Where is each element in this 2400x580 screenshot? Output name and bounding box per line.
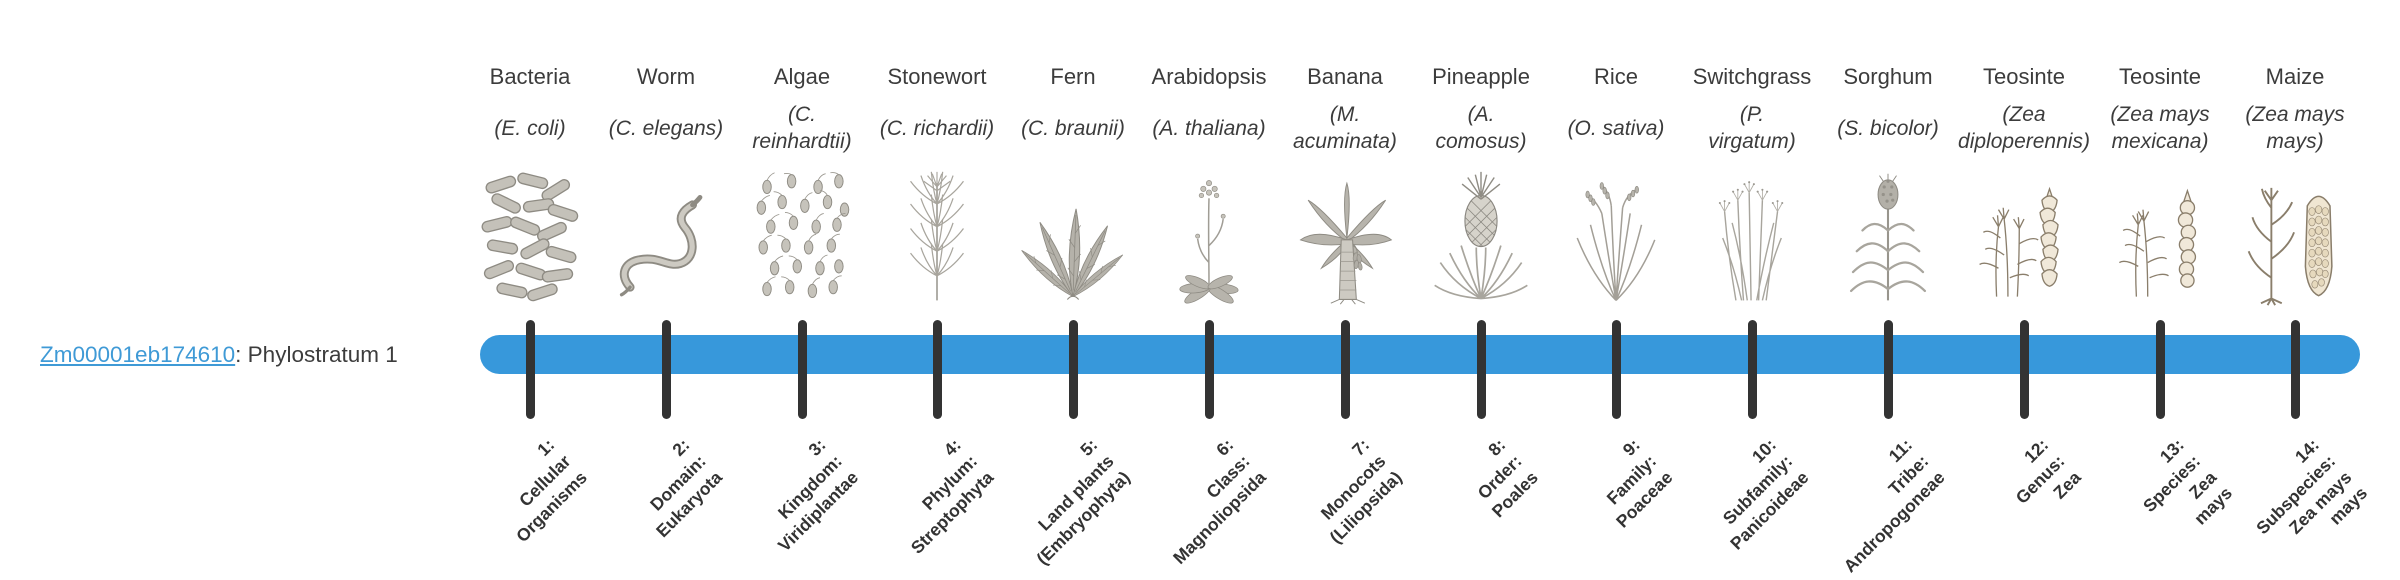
column-banana: Banana (M. acuminata) — [1277, 0, 1413, 580]
organism-common-name: Worm — [636, 64, 696, 89]
stratum-label: 14: Subspecies: Zea mays mays — [2251, 434, 2372, 538]
stratum-label: 1: Cellular Organisms — [511, 434, 591, 546]
timeline-tick — [2019, 320, 2029, 419]
stonewort-icon — [909, 171, 965, 301]
timeline-tick — [1204, 320, 1214, 419]
timeline-tick — [1747, 320, 1757, 419]
stratum-label: 4: Phylum: Streptophyta — [906, 434, 998, 558]
worm-icon — [619, 194, 703, 297]
column-sorghum: Sorghum (S. bicolor) 11: Tribe: Andropog… — [1820, 0, 1956, 580]
organism-scientific-name: (C. reinhardtii) — [752, 103, 852, 153]
switchgrass-icon — [1718, 181, 1784, 301]
stratum-label: 13: Species: Zea mays — [2138, 434, 2237, 529]
organism-scientific-name: (A. thaliana) — [1152, 116, 1266, 140]
stratum-label: 8: Order: Poales — [1472, 434, 1542, 521]
organism-scientific-name: (M. acuminata) — [1293, 103, 1397, 153]
banana-icon — [1299, 181, 1393, 305]
stratum-label: 2: Domain: Eukaryota — [646, 434, 727, 541]
organism-scientific-name: (C. braunii) — [1021, 116, 1125, 140]
maize-icon — [2247, 187, 2333, 306]
column-worm: Worm (C. elegans) 2: Domain: Eukaryota — [598, 0, 734, 580]
timeline-tick — [2155, 320, 2165, 419]
rice-icon — [1576, 182, 1656, 301]
stratum-label: 12: Genus: Zea — [2011, 434, 2085, 508]
teosinte-mexicana-icon — [2118, 188, 2197, 297]
organism-common-name: Banana — [1307, 64, 1383, 89]
organism-scientific-name: (Zea mays mexicana) — [2110, 103, 2210, 153]
sorghum-icon — [1849, 173, 1927, 301]
algae-icon — [756, 172, 850, 299]
column-fern: Fern (C. braunii) 5: Land plan — [1005, 0, 1141, 580]
organism-scientific-name: (P. virgatum) — [1708, 103, 1796, 153]
organism-common-name: Arabidopsis — [1151, 64, 1267, 89]
column-algae: Algae (C. reinhardtii) — [734, 0, 870, 580]
stratum-label: 3: Kingdom: Viridiplantae — [773, 434, 863, 556]
timeline-tick — [1883, 320, 1893, 419]
column-pineapple: Pineapple (A. comosus) 8: Order: Poales — [1413, 0, 1549, 580]
column-teosinte-mexicana: Teosinte (Zea mays mexicana) 13: Species… — [2092, 0, 2236, 580]
timeline-tick — [932, 320, 942, 419]
organism-scientific-name: (C. richardii) — [879, 116, 995, 140]
timeline-tick — [661, 320, 671, 419]
organism-common-name: Switchgrass — [1692, 64, 1812, 89]
column-teosinte-diploperennis: Teosinte (Zea diploperennis) 12: Genus: … — [1956, 0, 2092, 580]
column-arabidopsis: Arabidopsis (A. thaliana) 6: Class: Magn… — [1141, 0, 1277, 580]
fern-icon — [1021, 208, 1125, 301]
teosinte-diploperennis-icon — [1979, 186, 2059, 297]
organism-common-name: Pineapple — [1432, 64, 1530, 89]
timeline-tick — [525, 320, 535, 419]
timeline-tick — [1611, 320, 1621, 419]
column-rice: Rice (O. sativa) 9: Family: Poaceae — [1548, 0, 1684, 580]
organism-common-name: Rice — [1593, 64, 1638, 89]
gene-link[interactable]: Zm00001eb174610 — [40, 342, 236, 367]
pineapple-icon — [1434, 171, 1528, 300]
organism-scientific-name: (E. coli) — [494, 116, 566, 140]
organism-scientific-name: (S. bicolor) — [1837, 116, 1939, 140]
stratum-label: 9: Family: Poaceae — [1602, 434, 1677, 532]
stratum-label: 6: Class: Magnoliopsida — [1168, 434, 1270, 568]
organism-scientific-name: (Zea mays mays) — [2245, 103, 2345, 153]
arabidopsis-icon — [1179, 180, 1239, 304]
organism-scientific-name: (O. sativa) — [1567, 116, 1665, 140]
stratum-label: 10: Subfamily: Panicoideae — [1718, 434, 1813, 554]
organism-common-name: Sorghum — [1843, 64, 1933, 89]
phylostratum-text: : Phylostratum 1 — [235, 342, 398, 367]
column-stonewort: Stonewort (C. richardii) 4: Phylum: Stre… — [869, 0, 1005, 580]
organism-common-name: Teosinte — [1983, 64, 2065, 89]
column-switchgrass: Switchgrass (P. virgatum) 10: Subfamily:… — [1684, 0, 1820, 580]
timeline-tick — [1340, 320, 1350, 419]
gene-label: Zm00001eb174610: Phylostratum 1 — [40, 342, 398, 368]
organism-common-name: Stonewort — [887, 64, 987, 89]
timeline-tick — [1068, 320, 1078, 419]
timeline-tick — [2290, 320, 2300, 419]
organism-scientific-name: (A. comosus) — [1435, 103, 1527, 153]
timeline-tick — [1476, 320, 1486, 419]
organism-scientific-name: (C. elegans) — [608, 116, 724, 140]
organism-common-name: Bacteria — [489, 64, 571, 89]
organism-common-name: Maize — [2265, 64, 2325, 89]
bacteria-icon — [481, 172, 579, 302]
organism-common-name: Fern — [1050, 64, 1096, 89]
timeline-tick — [797, 320, 807, 419]
timeline-bar — [480, 335, 2360, 374]
column-bacteria: Bacteria (E. coli) 1: Cellular Organisms — [462, 0, 598, 580]
column-maize: Maize (Zea mays mays) — [2227, 0, 2371, 580]
stratum-label: 11: Tribe: Andropogoneae — [1839, 434, 1949, 576]
stratum-label: 5: Land plants (Embryophyta) — [1031, 434, 1134, 569]
organism-common-name: Algae — [773, 64, 831, 89]
organism-common-name: Teosinte — [2119, 64, 2201, 89]
stratum-label: 7: Monocots (Liliopsida) — [1316, 434, 1406, 548]
organism-scientific-name: (Zea diploperennis) — [1958, 103, 2090, 153]
